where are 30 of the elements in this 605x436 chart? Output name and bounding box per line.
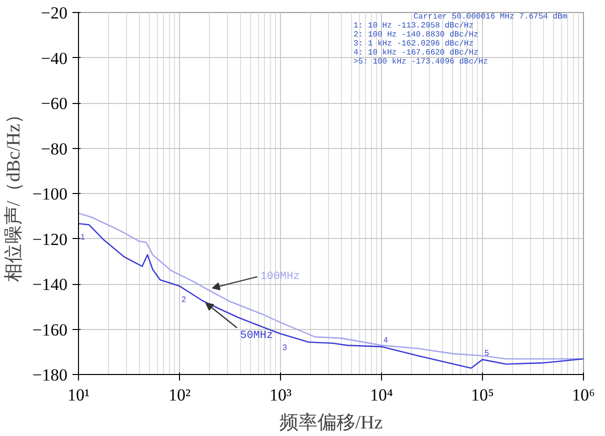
y-tick-label: −140 [32,275,68,294]
annotation: 4 [384,336,388,345]
annotation: 3: 1 kHz -162.0296 dBc/Hz [354,40,474,48]
y-tick-label: −80 [40,139,68,158]
x-tick-label: 10⁶ [572,386,596,404]
annotation: 4: 10 kHz -167.6620 dBc/Hz [354,48,479,58]
x-tick-label: 10⁴ [370,386,394,404]
y-tick-label: −120 [32,230,68,249]
y-tick-label: −40 [40,48,68,68]
text: 100MHz [260,270,300,283]
y-tick-label: −160 [32,320,68,340]
annotation: 1: 10 Hz -113.2958 dBc/Hz [354,22,474,30]
annotation: 3 [282,342,288,352]
y-tick-label: −180 [32,366,68,384]
annotation: 1 [80,232,86,242]
y-tick-label: −100 [32,184,68,204]
y-axis-title: 相位噪声/（dBc/Hz） [3,104,24,282]
y-tick-label: −20 [40,4,68,22]
annotation: 2: 100 Hz -140.8830 dBc/Hz [354,30,479,40]
x-axis-title: 频率偏移/Hz [279,412,383,434]
x-tick-label: 10² [168,386,191,404]
annotation: 2 [182,295,186,304]
x-tick-label: 10³ [269,386,292,404]
x-tick-label: 10⁵ [471,386,494,404]
annotation: >5: 100 kHz -173.4096 dBc/Hz [354,58,488,66]
annotation: 5 [484,348,490,358]
series-label: 50MHz [240,330,274,342]
x-tick-label: 10¹ [67,386,90,404]
annotation: Carrier 50.000016 MHz 7.6754 dBm [414,12,568,22]
y-tick-label: −60 [40,94,68,113]
